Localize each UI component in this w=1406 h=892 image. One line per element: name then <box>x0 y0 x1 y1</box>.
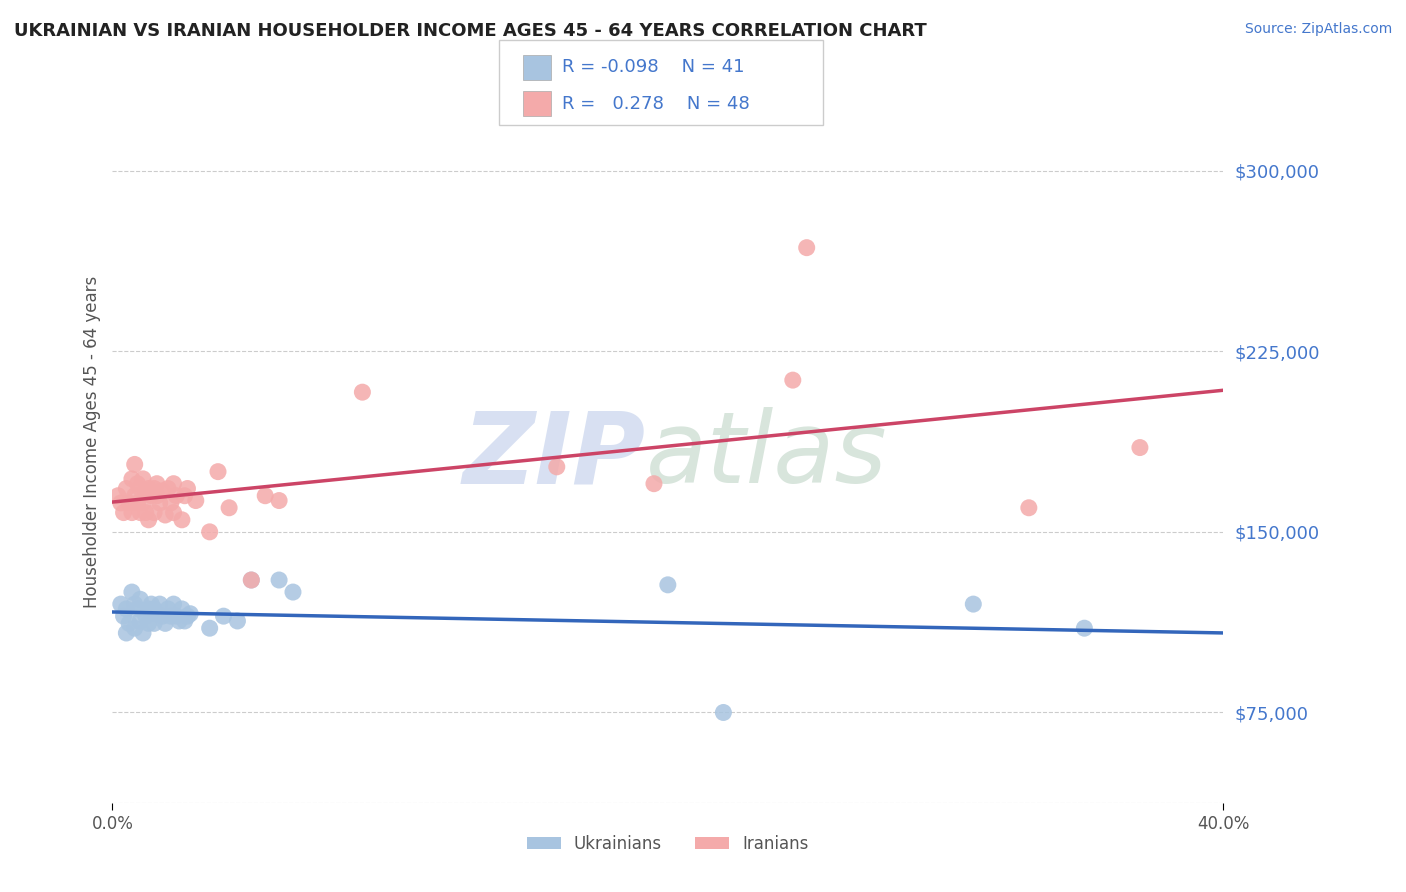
Point <box>124 458 146 472</box>
Point <box>159 609 181 624</box>
Point <box>152 483 174 498</box>
Point <box>135 483 157 498</box>
Point <box>962 597 984 611</box>
Point <box>179 607 201 621</box>
Point <box>110 597 132 611</box>
Text: UKRAINIAN VS IRANIAN HOUSEHOLDER INCOME AGES 45 - 64 YEARS CORRELATION CHART: UKRAINIAN VS IRANIAN HOUSEHOLDER INCOME … <box>14 22 927 40</box>
Point <box>141 489 163 503</box>
Point <box>127 476 149 491</box>
Point <box>657 578 679 592</box>
Point <box>138 616 160 631</box>
Point <box>135 506 157 520</box>
Point <box>281 585 304 599</box>
Point <box>118 616 141 631</box>
Point <box>157 602 180 616</box>
Point <box>796 241 818 255</box>
Point <box>143 616 166 631</box>
Point <box>184 493 207 508</box>
Legend: Ukrainians, Iranians: Ukrainians, Iranians <box>520 828 815 860</box>
Point <box>157 482 180 496</box>
Point <box>132 626 155 640</box>
Point <box>162 506 184 520</box>
Text: ZIP: ZIP <box>463 408 645 505</box>
Point <box>121 472 143 486</box>
Point <box>141 597 163 611</box>
Point <box>121 506 143 520</box>
Point <box>115 626 138 640</box>
Point <box>713 706 735 720</box>
Point <box>112 609 135 624</box>
Point <box>127 602 149 616</box>
Point <box>107 489 129 503</box>
Point <box>212 609 235 624</box>
Point <box>146 476 169 491</box>
Point <box>207 465 229 479</box>
Point <box>176 609 198 624</box>
Point <box>159 496 181 510</box>
Point <box>110 496 132 510</box>
Point <box>254 489 277 503</box>
Point <box>782 373 804 387</box>
Point <box>121 585 143 599</box>
Text: Source: ZipAtlas.com: Source: ZipAtlas.com <box>1244 22 1392 37</box>
Point <box>643 476 665 491</box>
Point <box>112 506 135 520</box>
Point <box>127 496 149 510</box>
Point <box>1129 441 1152 455</box>
Point <box>240 573 263 587</box>
Point <box>198 524 221 539</box>
Point <box>124 621 146 635</box>
Point <box>115 602 138 616</box>
Point <box>129 482 152 496</box>
Point <box>143 602 166 616</box>
Point <box>138 513 160 527</box>
Point <box>218 500 240 515</box>
Point <box>240 573 263 587</box>
Point <box>165 489 187 503</box>
Point <box>129 506 152 520</box>
Point <box>267 573 291 587</box>
Point <box>129 614 152 628</box>
Point <box>173 489 195 503</box>
Point <box>176 482 198 496</box>
Point <box>152 609 174 624</box>
Point <box>118 496 141 510</box>
Point <box>170 602 193 616</box>
Point <box>226 614 249 628</box>
Point <box>135 609 157 624</box>
Point <box>132 472 155 486</box>
Point <box>546 459 568 474</box>
Text: R = -0.098    N = 41: R = -0.098 N = 41 <box>562 58 745 77</box>
Point <box>146 607 169 621</box>
Point <box>173 614 195 628</box>
Point <box>143 482 166 496</box>
Point <box>1073 621 1095 635</box>
Point <box>165 609 187 624</box>
Y-axis label: Householder Income Ages 45 - 64 years: Householder Income Ages 45 - 64 years <box>83 276 101 607</box>
Point <box>1018 500 1040 515</box>
Point <box>138 482 160 496</box>
Point <box>170 513 193 527</box>
Text: atlas: atlas <box>645 408 887 505</box>
Point <box>149 496 172 510</box>
Point <box>146 489 169 503</box>
Point <box>162 597 184 611</box>
Point <box>155 616 177 631</box>
Point <box>115 482 138 496</box>
Point <box>149 597 172 611</box>
Point <box>198 621 221 635</box>
Point <box>143 506 166 520</box>
Point <box>167 614 190 628</box>
Point <box>138 602 160 616</box>
Point <box>124 597 146 611</box>
Point <box>124 489 146 503</box>
Point <box>132 496 155 510</box>
Point <box>129 592 152 607</box>
Point <box>267 493 291 508</box>
Point <box>352 385 374 400</box>
Text: R =   0.278    N = 48: R = 0.278 N = 48 <box>562 95 751 112</box>
Point <box>155 508 177 522</box>
Point <box>162 476 184 491</box>
